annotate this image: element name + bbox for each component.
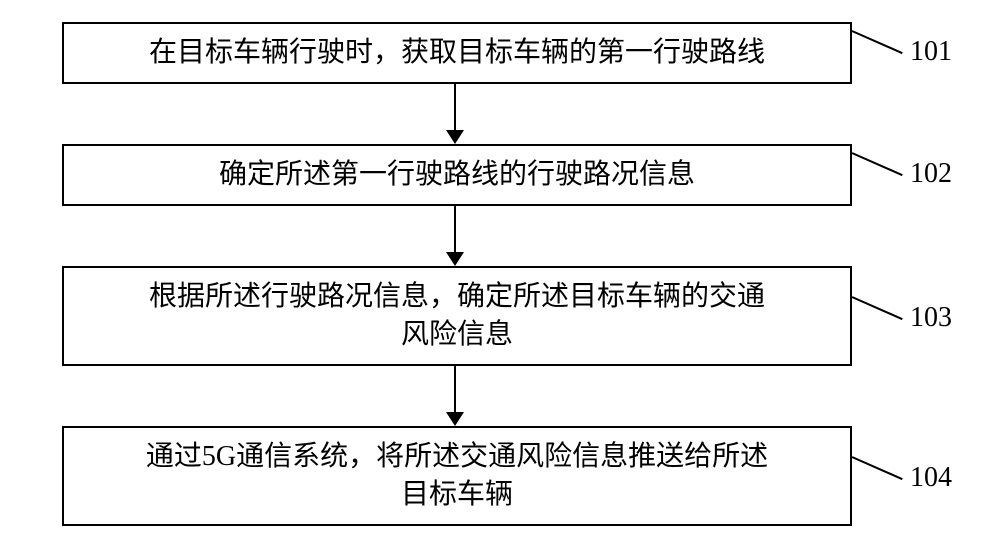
flow-step-step3: 根据所述行驶路况信息，确定所述目标车辆的交通 风险信息	[62, 266, 852, 366]
reference-tick	[852, 296, 903, 320]
flow-step-text: 确定所述第一行驶路线的行驶路况信息	[219, 156, 695, 194]
flow-step-number: 104	[910, 462, 952, 494]
flow-step-step2: 确定所述第一行驶路线的行驶路况信息	[62, 144, 852, 206]
flow-step-text: 根据所述行驶路况信息，确定所述目标车辆的交通 风险信息	[149, 278, 765, 354]
flow-arrow-shaft	[454, 366, 456, 412]
flow-step-text: 在目标车辆行驶时，获取目标车辆的第一行驶路线	[149, 34, 765, 72]
reference-tick	[852, 152, 903, 176]
flow-step-number: 101	[910, 36, 952, 68]
flow-step-step4: 通过5G通信系统，将所述交通风险信息推送给所述 目标车辆	[62, 426, 852, 526]
flow-arrow-shaft	[454, 206, 456, 252]
flow-step-number: 102	[910, 158, 952, 190]
flow-arrow-head	[446, 412, 464, 426]
flow-step-number: 103	[910, 302, 952, 334]
flow-step-step1: 在目标车辆行驶时，获取目标车辆的第一行驶路线	[62, 22, 852, 84]
reference-tick	[852, 456, 903, 480]
flow-arrow-head	[446, 252, 464, 266]
flow-arrow-head	[446, 130, 464, 144]
flowchart-canvas: 在目标车辆行驶时，获取目标车辆的第一行驶路线 101 确定所述第一行驶路线的行驶路况…	[0, 0, 1000, 542]
reference-tick	[852, 30, 903, 54]
flow-step-text: 通过5G通信系统，将所述交通风险信息推送给所述 目标车辆	[146, 438, 768, 514]
flow-arrow-shaft	[454, 84, 456, 130]
